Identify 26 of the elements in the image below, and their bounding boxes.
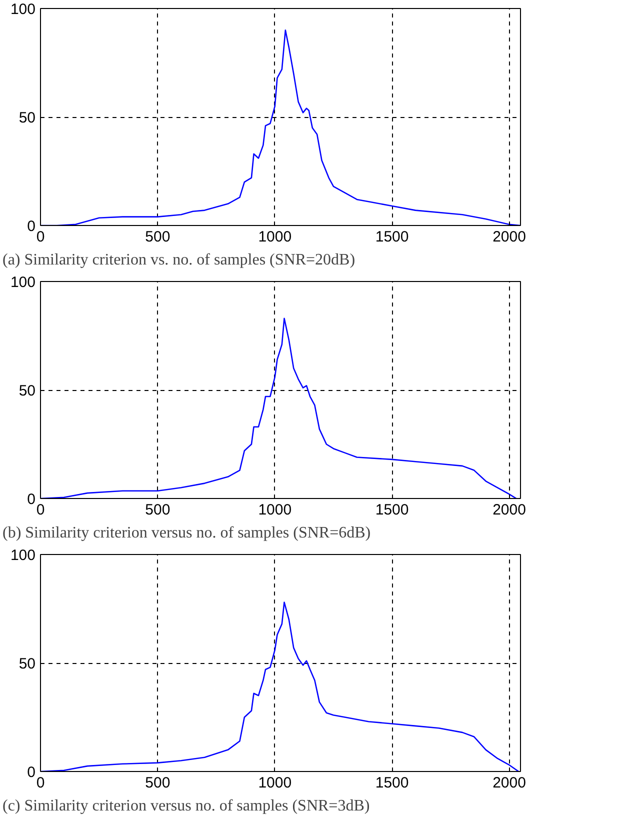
x-tick-label: 2000 bbox=[492, 774, 526, 792]
y-tick-label: 0 bbox=[27, 764, 36, 781]
y-tick-label: 100 bbox=[10, 547, 36, 564]
line-series bbox=[40, 318, 517, 498]
x-tick-label: 2000 bbox=[492, 502, 526, 518]
line-series bbox=[40, 602, 520, 772]
text: (c) Similarity criterion versus no. of samples (SNR=3dB) bbox=[2, 798, 370, 814]
y-tick-label: 100 bbox=[10, 274, 36, 291]
x-tick-label: 1500 bbox=[375, 228, 409, 246]
x-tick-label: 1500 bbox=[375, 502, 409, 518]
x-tick-label: 500 bbox=[145, 774, 170, 792]
y-tick-label: 100 bbox=[10, 1, 36, 18]
y-tick-label: 50 bbox=[18, 382, 36, 400]
x-tick-label: 1000 bbox=[258, 228, 292, 246]
y-tick-label: 50 bbox=[18, 656, 36, 672]
x-tick-label: 1500 bbox=[375, 774, 409, 792]
y-tick-label: 50 bbox=[18, 110, 36, 126]
x-tick-label: 2000 bbox=[492, 228, 526, 246]
y-tick-label: 0 bbox=[27, 491, 36, 508]
x-tick-label: 500 bbox=[145, 502, 170, 518]
x-tick-label: 1000 bbox=[258, 502, 292, 518]
x-tick-label: 500 bbox=[145, 228, 170, 246]
y-tick-label: 0 bbox=[27, 218, 36, 235]
text: (b) Similarity criterion versus no. of samples (SNR=6dB) bbox=[2, 524, 371, 542]
text: (a) Similarity criterion vs. no. of samples (SNR=20dB) bbox=[2, 252, 356, 268]
x-tick-label: 1000 bbox=[258, 774, 292, 792]
